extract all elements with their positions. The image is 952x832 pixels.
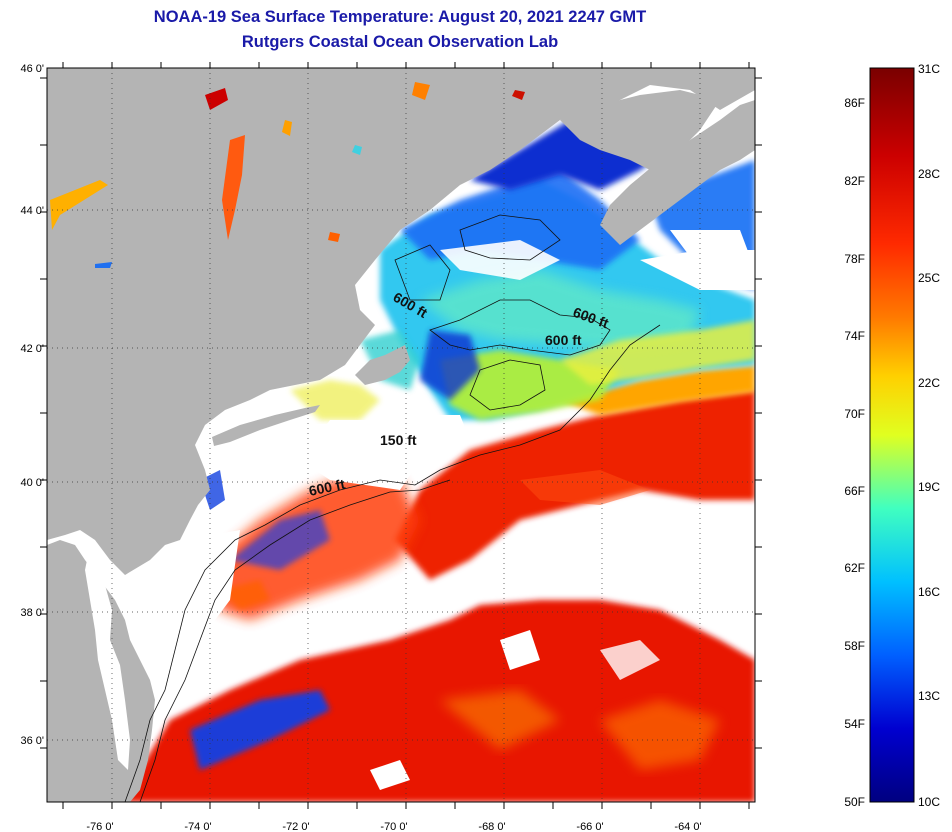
- delaware-bay: [155, 560, 175, 610]
- colorbar-f-label: 58F: [844, 639, 865, 653]
- lat-label: 38 0': [20, 607, 44, 619]
- chesapeake-bay: [85, 545, 130, 770]
- colorbar-f-label: 62F: [844, 561, 865, 575]
- sst-field: [70, 105, 755, 802]
- bathymetry-contours: [124, 214, 661, 802]
- inland-lakes: [50, 82, 525, 268]
- lat-lon-grid: [47, 68, 755, 802]
- colorbar-c-label: 31C: [918, 62, 940, 76]
- colorbar-f-label: 82F: [844, 174, 865, 188]
- colorbar-c-label: 16C: [918, 585, 940, 599]
- lat-label: 44 0': [20, 205, 44, 217]
- map-title: NOAA-19 Sea Surface Temperature: August …: [153, 8, 647, 26]
- colorbar-f-label: 50F: [844, 795, 865, 809]
- colorbar-f-label: 66F: [844, 484, 865, 498]
- lon-label: -70 0': [380, 821, 407, 832]
- lat-label: 36 0': [20, 735, 44, 747]
- lat-label: 40 0': [20, 477, 44, 489]
- colorbar-c-label: 19C: [918, 480, 940, 494]
- colorbar-c-label: 13C: [918, 689, 940, 703]
- lon-label: -64 0': [674, 821, 701, 832]
- lat-label: 42 0': [20, 343, 44, 355]
- contour-label: 150 ft: [380, 432, 417, 448]
- colorbar-c-label: 22C: [918, 376, 940, 390]
- contour-label: 600 ft: [545, 332, 582, 348]
- map-frame: [46, 67, 756, 803]
- lon-label: -76 0': [86, 821, 113, 832]
- colorbar-c-label: 10C: [918, 795, 940, 809]
- map-panel: 600 ft 600 ft 600 ft 150 ft 600 ft: [47, 68, 755, 802]
- colorbar-f-label: 78F: [844, 252, 865, 266]
- colorbar-c-label: 25C: [918, 271, 940, 285]
- colorbar-gradient: [869, 67, 915, 803]
- lon-label: -72 0': [282, 821, 309, 832]
- axis-ticks: [40, 62, 762, 809]
- colorbar-f-label: 74F: [844, 329, 865, 343]
- colorbar-c-label: 28C: [918, 167, 940, 181]
- lon-label: -68 0': [478, 821, 505, 832]
- colorbar-f-label: 54F: [844, 717, 865, 731]
- colorbar-f-label: 86F: [844, 96, 865, 110]
- contour-label: 600 ft: [307, 476, 346, 499]
- map-subtitle: Rutgers Coastal Ocean Observation Lab: [241, 33, 559, 51]
- colorbar-f-label: 70F: [844, 407, 865, 421]
- lon-label: -66 0': [576, 821, 603, 832]
- lon-label: -74 0': [184, 821, 211, 832]
- lat-label: 46 0': [20, 63, 44, 75]
- colorbar: 86F 82F 78F 74F 70F 66F 62F 58F 54F 50F …: [844, 62, 940, 809]
